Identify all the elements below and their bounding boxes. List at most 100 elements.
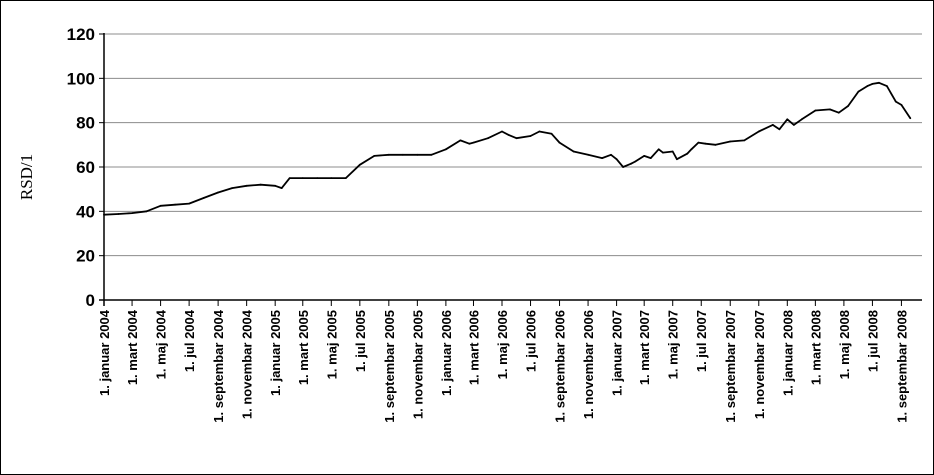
x-tick-label: 1. jul 2005: [353, 310, 368, 372]
x-tick-label: 1. januar 2004: [97, 309, 112, 396]
data-point: [643, 155, 646, 157]
data-point: [601, 157, 603, 160]
data-point: [174, 203, 177, 206]
data-point: [131, 212, 134, 215]
data-point: [416, 153, 419, 156]
y-tick-label: 100: [67, 69, 95, 88]
x-tick-label: 1. januar 2005: [268, 310, 283, 396]
data-point: [634, 160, 637, 163]
x-tick-label: 1. mart 2006: [466, 310, 481, 385]
data-point: [472, 141, 475, 144]
data-point: [662, 151, 664, 154]
data-point: [690, 148, 693, 151]
data-point: [829, 108, 831, 111]
data-point: [757, 130, 760, 133]
data-point: [217, 191, 220, 194]
data-point: [501, 130, 503, 133]
data-point: [259, 183, 262, 186]
data-point: [676, 158, 678, 161]
data-point: [671, 150, 674, 153]
data-point: [847, 105, 849, 107]
y-tick-label: 80: [76, 114, 95, 133]
data-point: [649, 157, 652, 160]
data-point: [550, 132, 553, 135]
x-tick-label: 1. novembar 2004: [240, 309, 255, 419]
data-point: [529, 135, 532, 137]
x-tick-label: 1. septembar 2006: [553, 310, 568, 423]
data-point: [704, 142, 707, 145]
data-point: [202, 197, 205, 199]
data-point: [657, 148, 660, 151]
data-point: [316, 177, 319, 180]
data-point: [103, 213, 105, 216]
data-point: [330, 177, 333, 180]
data-point: [697, 141, 700, 144]
data-point: [459, 139, 462, 142]
data-point: [558, 141, 561, 144]
x-tick-label: 1. mart 2008: [808, 310, 823, 385]
data-point: [630, 162, 632, 165]
x-tick-label: 1. maj 2005: [324, 310, 339, 379]
series-line: [103, 81, 912, 216]
data-point: [280, 187, 283, 190]
data-point: [900, 104, 903, 106]
x-tick-label: 1. mart 2004: [125, 309, 140, 385]
x-tick-label: 1. maj 2006: [495, 310, 510, 379]
data-point: [610, 153, 612, 156]
data-point: [117, 213, 120, 215]
data-point: [507, 134, 510, 136]
data-point: [786, 118, 789, 121]
data-point: [274, 184, 277, 187]
data-point: [714, 143, 717, 146]
data-point: [894, 100, 897, 103]
x-tick-label: 1. januar 2006: [439, 310, 454, 396]
x-tick-label: 1. septembar 2004: [211, 309, 226, 423]
x-tick-label: 1. novembar 2007: [752, 310, 767, 419]
data-point: [771, 124, 774, 126]
x-tick-label: 1. januar 2008: [780, 310, 795, 396]
data-point: [743, 139, 746, 142]
x-tick-label: 1. jul 2007: [694, 310, 709, 372]
data-point: [387, 153, 390, 156]
data-point: [866, 85, 869, 87]
data-point: [402, 153, 404, 156]
data-point: [572, 150, 575, 153]
x-tick-label: 1. mart 2005: [296, 310, 311, 385]
y-tick-label: 60: [76, 158, 95, 177]
data-point: [145, 210, 148, 213]
data-point: [909, 117, 912, 120]
x-tick-label: 1. jul 2006: [524, 310, 539, 372]
x-tick-label: 1. jul 2008: [865, 310, 880, 372]
y-tick-label: 20: [76, 247, 95, 266]
data-point: [837, 111, 840, 114]
x-tick-label: 1. januar 2007: [610, 310, 625, 396]
data-point: [301, 177, 304, 180]
data-point: [231, 187, 234, 190]
data-point: [793, 124, 795, 126]
data-point: [878, 81, 880, 84]
data-point: [729, 140, 732, 143]
data-point: [538, 130, 541, 133]
y-axis-title: RSD/1: [17, 154, 36, 200]
x-tick-label: 1. septembar 2007: [723, 310, 738, 423]
x-tick-label: 1. maj 2004: [154, 309, 169, 379]
data-point: [344, 177, 347, 180]
x-tick-label: 1. septembar 2005: [382, 310, 397, 423]
x-tick-label: 1. maj 2008: [837, 310, 852, 379]
data-point: [587, 153, 589, 156]
data-point: [515, 137, 518, 140]
data-point: [686, 152, 689, 155]
x-tick-label: 1. maj 2007: [666, 310, 681, 379]
data-point: [288, 177, 291, 180]
x-tick-label: 1. novembar 2005: [410, 310, 425, 419]
x-tick-label: 1. mart 2007: [637, 310, 652, 385]
data-point: [814, 109, 817, 112]
data-point: [468, 142, 471, 145]
data-point: [615, 158, 618, 161]
data-point: [871, 83, 874, 85]
y-tick-label: 40: [76, 202, 95, 221]
x-tick-label: 1. septembar 2008: [894, 310, 909, 423]
data-point: [373, 155, 376, 157]
x-tick-label: 1. novembar 2006: [581, 310, 596, 419]
